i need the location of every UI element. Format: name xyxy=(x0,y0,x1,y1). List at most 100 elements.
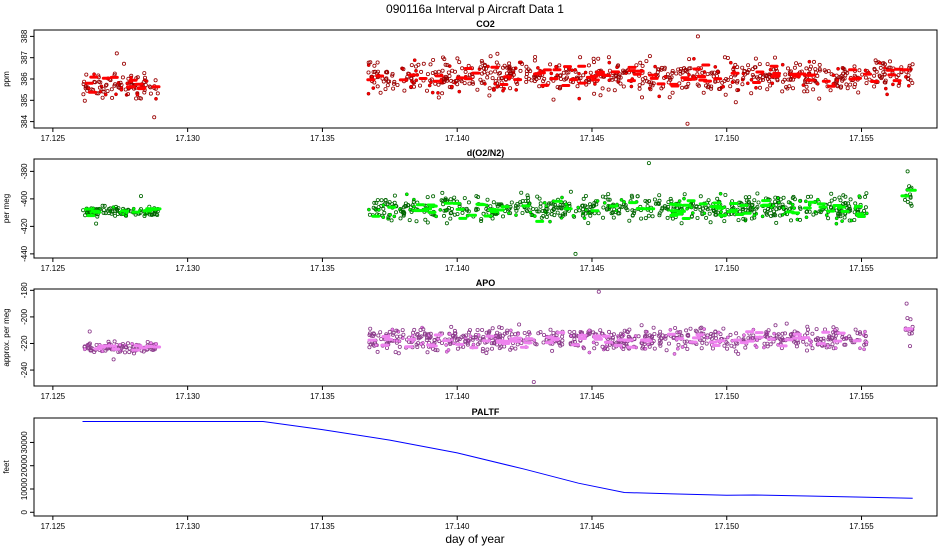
data-point xyxy=(728,332,733,337)
data-point xyxy=(676,342,681,347)
data-point xyxy=(511,66,516,71)
data-point xyxy=(610,77,615,82)
data-point xyxy=(499,325,504,330)
data-point xyxy=(810,331,815,336)
data-point xyxy=(372,63,377,68)
data-point xyxy=(910,81,915,86)
data-point xyxy=(831,325,836,330)
data-point xyxy=(657,211,662,216)
data-point xyxy=(490,326,495,331)
data-point xyxy=(752,198,757,203)
data-point xyxy=(449,210,454,215)
data-point xyxy=(495,202,500,207)
data-point xyxy=(873,58,878,63)
data-point xyxy=(852,217,857,222)
data-point xyxy=(907,331,912,336)
data-point xyxy=(883,66,887,70)
data-point xyxy=(838,211,843,216)
data-point xyxy=(640,77,645,82)
data-point xyxy=(475,327,480,332)
data-point xyxy=(792,197,797,202)
data-point xyxy=(758,85,763,90)
data-point xyxy=(409,63,414,68)
data-point xyxy=(766,206,771,211)
data-point xyxy=(515,342,520,347)
data-point xyxy=(907,184,912,189)
data-point xyxy=(627,327,632,332)
data-point xyxy=(634,63,639,68)
data-point xyxy=(401,67,406,72)
data-point xyxy=(818,210,823,215)
data-point xyxy=(508,68,513,73)
data-point xyxy=(463,69,468,74)
data-point xyxy=(844,336,849,341)
data-point xyxy=(122,61,127,66)
data-point xyxy=(422,332,427,337)
data-point xyxy=(534,342,539,347)
data-point xyxy=(834,208,839,213)
data-point xyxy=(143,83,148,88)
data-point xyxy=(603,195,608,200)
data-point xyxy=(715,69,720,74)
data-point xyxy=(606,192,611,197)
data-point xyxy=(906,73,911,78)
data-point xyxy=(519,340,524,345)
data-point xyxy=(905,199,910,204)
data-point xyxy=(852,64,857,69)
data-point xyxy=(813,67,818,72)
data-point xyxy=(500,76,505,81)
data-point xyxy=(685,84,690,89)
data-point xyxy=(495,204,500,209)
data-point xyxy=(709,86,714,91)
data-point xyxy=(808,343,813,347)
data-point xyxy=(416,336,421,341)
data-point xyxy=(732,344,737,349)
data-point xyxy=(607,68,612,73)
data-point xyxy=(101,207,106,212)
data-point xyxy=(810,346,815,351)
data-point xyxy=(366,91,371,96)
data-point xyxy=(750,73,755,78)
data-point xyxy=(742,333,746,338)
data-point xyxy=(652,197,657,202)
data-point xyxy=(838,214,843,219)
data-point xyxy=(652,346,657,351)
data-point xyxy=(835,78,840,83)
data-point xyxy=(508,328,513,333)
data-point xyxy=(463,333,468,338)
data-point xyxy=(577,71,581,76)
data-point xyxy=(687,57,692,62)
data-point xyxy=(495,51,500,56)
y-tick-label: -200 xyxy=(20,308,29,325)
data-point xyxy=(113,82,118,87)
data-point xyxy=(772,212,777,217)
data-point xyxy=(765,344,770,349)
data-point xyxy=(679,221,684,226)
data-point xyxy=(706,84,711,89)
data-point xyxy=(119,87,124,92)
data-point xyxy=(798,198,802,203)
plot-frame xyxy=(33,417,938,517)
data-point xyxy=(601,205,606,210)
data-point xyxy=(602,201,607,205)
data-point xyxy=(81,92,86,97)
data-point xyxy=(374,200,379,205)
y-tick-label: -400 xyxy=(20,190,29,207)
data-point xyxy=(606,197,611,202)
data-point xyxy=(695,34,700,39)
data-point xyxy=(465,338,470,343)
data-point xyxy=(640,81,645,86)
data-point xyxy=(154,96,158,101)
data-point xyxy=(812,59,817,64)
data-point xyxy=(723,92,728,97)
data-point xyxy=(558,77,563,82)
data-point xyxy=(379,337,384,342)
data-point xyxy=(397,339,402,344)
data-point xyxy=(141,349,146,354)
data-point xyxy=(702,211,707,216)
data-point xyxy=(622,200,626,204)
data-point xyxy=(425,72,430,77)
plot-frame xyxy=(33,288,938,387)
data-point xyxy=(421,61,426,66)
data-point xyxy=(834,73,839,78)
